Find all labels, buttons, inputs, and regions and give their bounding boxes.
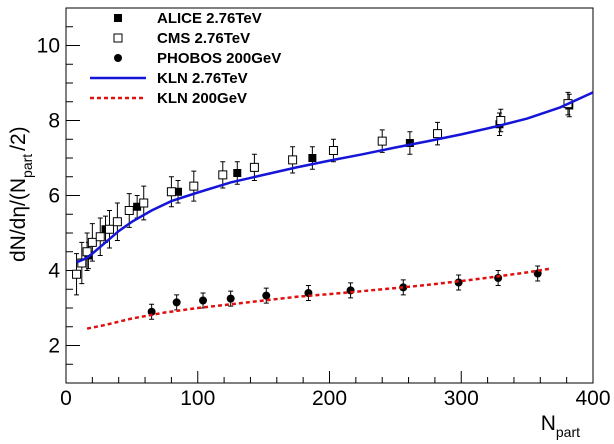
data-point	[166, 187, 176, 197]
series-kln-200gev	[86, 267, 551, 330]
x-tick-label: 0	[60, 387, 72, 410]
data-point	[218, 170, 228, 180]
data-point	[82, 247, 92, 257]
data-point	[95, 232, 105, 242]
data-point	[139, 198, 149, 208]
data-point	[233, 169, 242, 177]
legend-item: PHOBOS 200GeV	[114, 50, 281, 67]
data-point	[133, 202, 142, 211]
series-line	[76, 91, 594, 264]
legend-label: KLN 2.76TeV	[157, 70, 248, 87]
legend-item: ALICE 2.76TeV	[114, 10, 262, 27]
legend-swatch	[114, 54, 122, 62]
legend-label: CMS 2.76TeV	[157, 30, 250, 47]
data-point	[72, 269, 82, 279]
series-kln-2-76tev	[76, 91, 594, 264]
data-point	[249, 162, 259, 172]
x-tick-label: 400	[575, 387, 610, 410]
legend-swatch	[113, 33, 123, 43]
data-point	[147, 307, 156, 316]
chart-marks	[72, 91, 594, 330]
data-point	[399, 283, 408, 292]
x-axis-label: Npart	[541, 412, 580, 440]
data-point	[226, 294, 235, 303]
data-point	[199, 296, 208, 305]
legend-item: CMS 2.76TeV	[113, 30, 250, 47]
legend-swatch	[114, 14, 122, 22]
data-point	[288, 155, 298, 165]
y-tick-label: 10	[37, 35, 60, 58]
data-point	[377, 136, 387, 146]
data-point	[104, 224, 114, 234]
legend-label: KLN 200GeV	[157, 90, 247, 107]
plot-frame	[65, 7, 594, 384]
y-tick-label: 8	[48, 110, 60, 133]
y-tick-label: 2	[48, 335, 60, 358]
series-phobos-200gev	[147, 265, 542, 320]
data-point	[173, 187, 182, 196]
y-tick-label: 6	[48, 185, 60, 208]
legend: ALICE 2.76TeV CMS 2.76TeV PHOBOS 200GeV KLN…	[90, 10, 281, 107]
legend-item: KLN 200GeV	[90, 90, 247, 107]
x-tick-label: 100	[180, 387, 215, 410]
data-point	[328, 146, 338, 155]
data-point	[124, 206, 134, 215]
data-point	[112, 217, 122, 227]
data-point	[189, 181, 199, 191]
series-cms-2-76tev	[72, 91, 573, 296]
data-point	[308, 154, 317, 162]
x-tick-label: 300	[444, 387, 479, 410]
data-point	[87, 237, 97, 247]
legend-item: KLN 2.76TeV	[90, 70, 248, 87]
legend-label: PHOBOS 200GeV	[157, 50, 281, 67]
data-point	[172, 298, 181, 307]
legend-label: ALICE 2.76TeV	[157, 10, 262, 27]
x-tick-label: 200	[312, 387, 347, 410]
series-line	[86, 267, 551, 330]
y-tick-label: 4	[48, 260, 60, 283]
y-axis-label: dN/dη/(Npart/2)	[7, 126, 35, 262]
axis-ticks: 0 100 200 300 400 2 4 6 8 10	[37, 7, 611, 410]
data-point	[405, 139, 414, 147]
data-point	[433, 129, 443, 139]
data-point	[262, 291, 271, 300]
